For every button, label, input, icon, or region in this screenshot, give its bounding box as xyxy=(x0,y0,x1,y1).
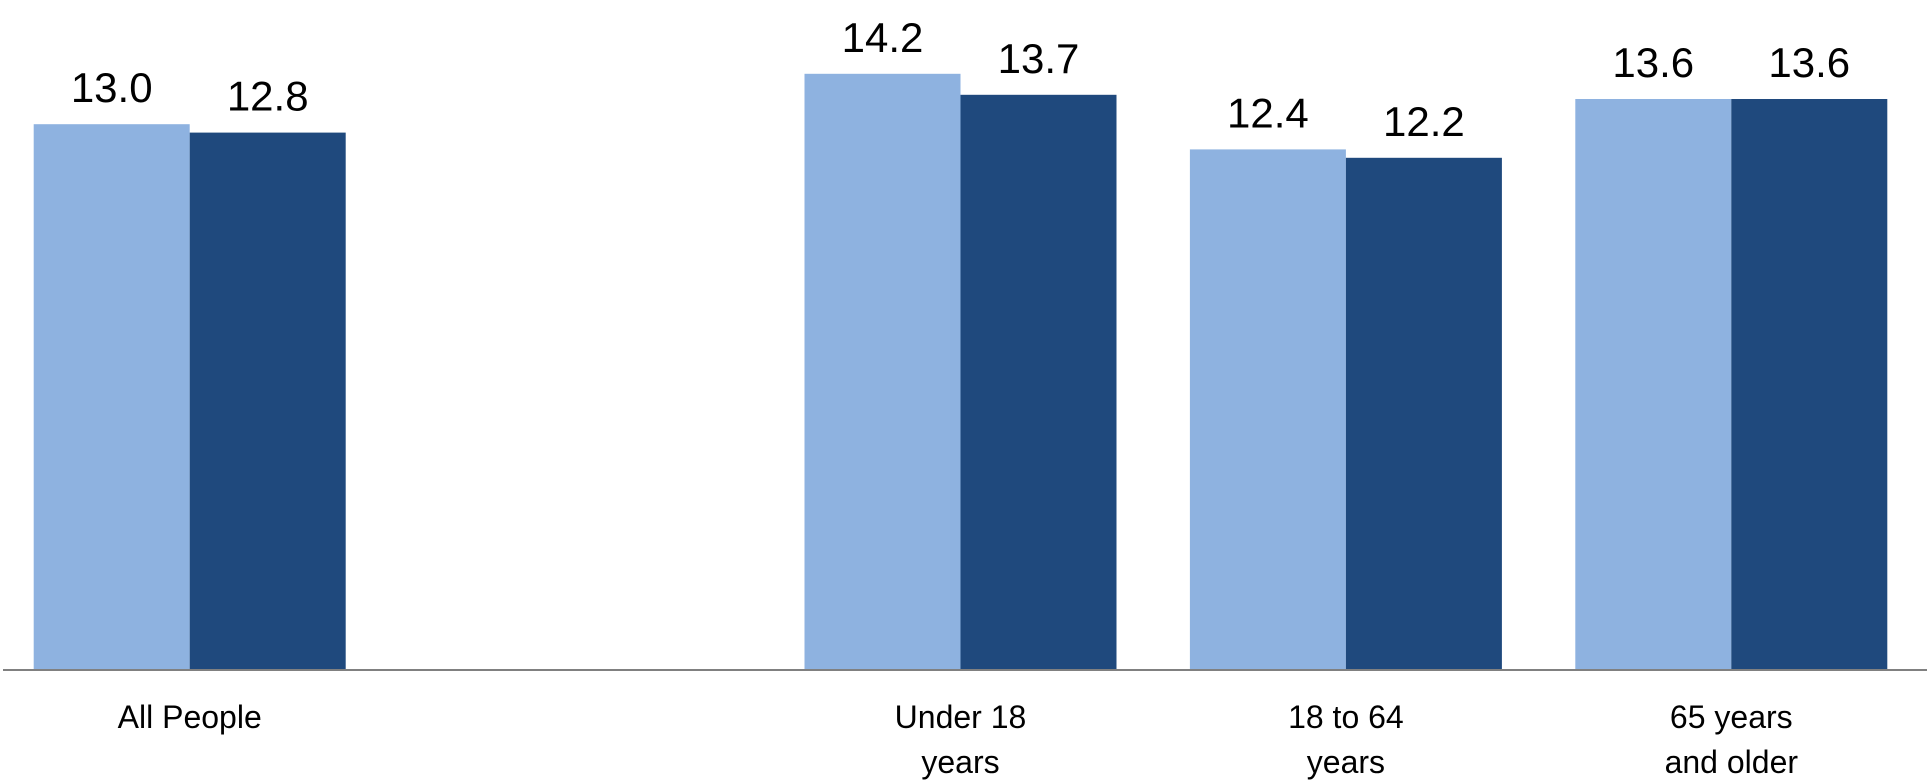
bar-3-series-2 xyxy=(960,94,1117,671)
category-label-5: 65 years and older xyxy=(1665,699,1799,780)
data-label-1-series-1: 13.0 xyxy=(71,64,153,111)
bar-3-series-1 xyxy=(804,73,961,671)
bars-group xyxy=(33,73,1888,671)
data-label-5-series-2: 13.6 xyxy=(1768,39,1850,86)
category-label-1: All People xyxy=(118,699,262,735)
bar-4-series-2 xyxy=(1345,157,1502,671)
data-label-3-series-1: 14.2 xyxy=(842,14,924,61)
bar-5-series-2 xyxy=(1731,99,1888,670)
category-label-3: Under 18 years xyxy=(895,699,1027,780)
category-label-4: 18 to 64 years xyxy=(1288,699,1404,780)
data-label-3-series-2: 13.7 xyxy=(998,35,1080,82)
category-labels-group: All People Under 18 years 18 to 64 years 65 y… xyxy=(118,699,1799,780)
data-label-5-series-1: 13.6 xyxy=(1612,39,1694,86)
value-labels-group: 13.0 12.8 14.2 13.7 12.4 12.2 13.6 13.6 xyxy=(71,14,1850,145)
data-label-4-series-2: 12.2 xyxy=(1383,98,1465,145)
bar-1-series-2 xyxy=(189,132,346,671)
bar-5-series-1 xyxy=(1575,99,1732,670)
bar-1-series-1 xyxy=(33,124,190,670)
data-label-4-series-1: 12.4 xyxy=(1227,89,1309,136)
bar-4-series-1 xyxy=(1189,149,1346,670)
data-label-1-series-2: 12.8 xyxy=(227,73,309,120)
